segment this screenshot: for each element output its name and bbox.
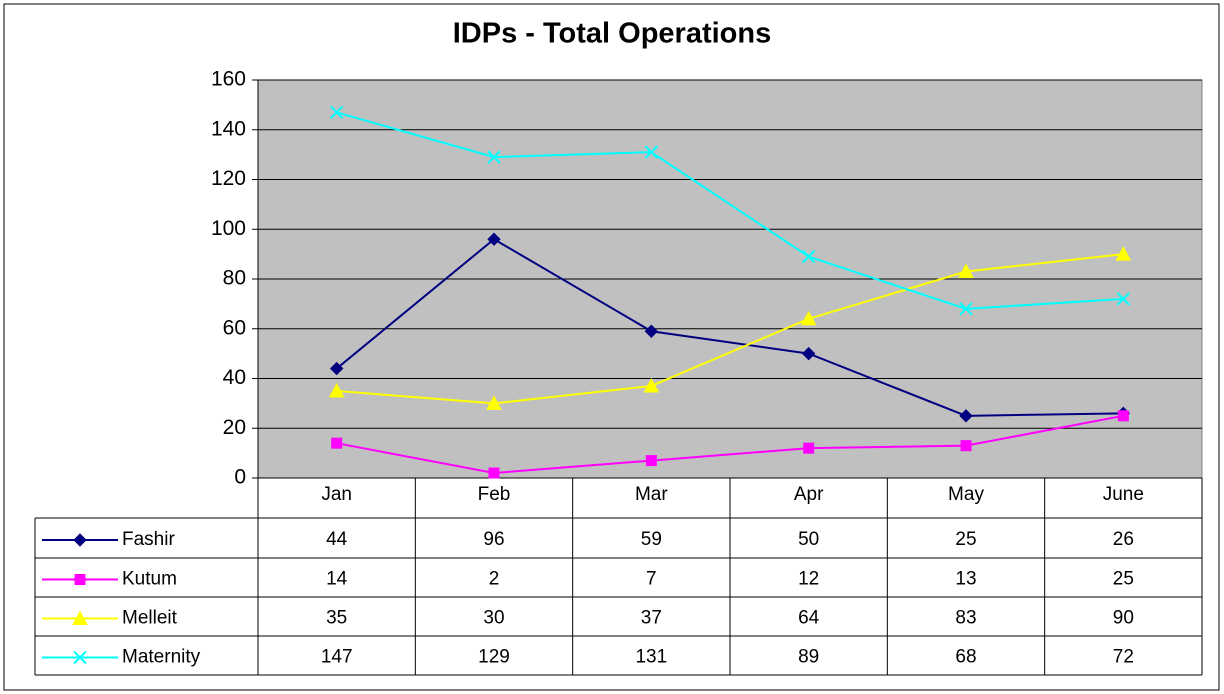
- marker: [644, 324, 659, 338]
- x-tick-label: Feb: [478, 484, 511, 505]
- marker: [328, 382, 345, 398]
- marker: [959, 409, 973, 423]
- marker: [331, 437, 343, 449]
- marker: [959, 302, 973, 316]
- marker: [329, 105, 344, 120]
- chart-title: IDPs - Total Operations: [453, 18, 772, 50]
- marker: [801, 346, 816, 361]
- x-tick-label: Apr: [794, 484, 824, 505]
- y-tick-label: 20: [223, 416, 246, 439]
- legend-label: Melleit: [122, 608, 178, 629]
- table-cell: 2: [489, 569, 500, 590]
- table-cell: 83: [955, 608, 976, 629]
- table-cell: 44: [326, 529, 348, 550]
- marker: [486, 395, 502, 410]
- marker: [1116, 292, 1131, 306]
- marker: [645, 455, 657, 467]
- table-cell: 7: [646, 569, 657, 590]
- y-tick-label: 0: [234, 466, 246, 489]
- y-tick-label: 100: [211, 217, 246, 240]
- legend-label: Maternity: [122, 647, 201, 668]
- table-cell: 129: [478, 647, 510, 668]
- marker: [488, 467, 500, 479]
- marker: [1115, 246, 1132, 261]
- table-cell: 35: [326, 608, 347, 629]
- table-cell: 26: [1113, 529, 1134, 550]
- marker: [1117, 410, 1129, 422]
- table-cell: 96: [483, 529, 504, 550]
- series-line: [336, 414, 1124, 475]
- x-tick-label: June: [1103, 484, 1144, 505]
- series-line: [336, 237, 1124, 417]
- table-cell: 30: [483, 608, 504, 629]
- y-tick-label: 160: [211, 68, 246, 91]
- table-cell: 14: [326, 569, 348, 590]
- y-tick-label: 80: [223, 267, 246, 290]
- y-tick-label: 40: [223, 366, 246, 389]
- marker: [800, 310, 817, 326]
- table-cell: 72: [1113, 647, 1134, 668]
- marker: [487, 150, 501, 164]
- table-cell: 89: [798, 647, 819, 668]
- legend-marker: [73, 650, 87, 665]
- y-tick-label: 120: [211, 167, 246, 190]
- y-tick-label: 140: [211, 117, 246, 140]
- x-tick-label: Mar: [635, 484, 668, 505]
- legend-marker: [73, 533, 87, 547]
- table-cell: 13: [955, 569, 976, 590]
- marker: [329, 361, 344, 376]
- x-tick-label: Jan: [321, 484, 352, 505]
- table-cell: 25: [1113, 569, 1134, 590]
- table-cell: 59: [641, 529, 662, 550]
- marker: [960, 440, 972, 452]
- series-line: [336, 253, 1124, 405]
- series-line: [336, 111, 1124, 310]
- legend-label: Kutum: [122, 569, 177, 590]
- table-cell: 25: [955, 529, 976, 550]
- marker: [643, 377, 660, 393]
- table-cell: 37: [641, 608, 662, 629]
- x-tick-label: May: [948, 484, 984, 505]
- legend-marker: [74, 574, 86, 585]
- table-cell: 50: [798, 529, 819, 550]
- table-cell: 64: [798, 608, 820, 629]
- table-cell: 131: [635, 647, 667, 668]
- table-cell: 90: [1113, 608, 1134, 629]
- marker: [487, 232, 501, 246]
- legend-marker: [72, 610, 88, 625]
- table-cell: 68: [955, 647, 976, 668]
- y-tick-label: 60: [223, 316, 246, 339]
- marker: [803, 442, 815, 454]
- marker: [958, 263, 974, 279]
- table-cell: 147: [321, 647, 353, 668]
- table-cell: 12: [798, 569, 819, 590]
- marker: [801, 249, 816, 264]
- marker: [644, 145, 659, 159]
- legend-label: Fashir: [122, 529, 175, 550]
